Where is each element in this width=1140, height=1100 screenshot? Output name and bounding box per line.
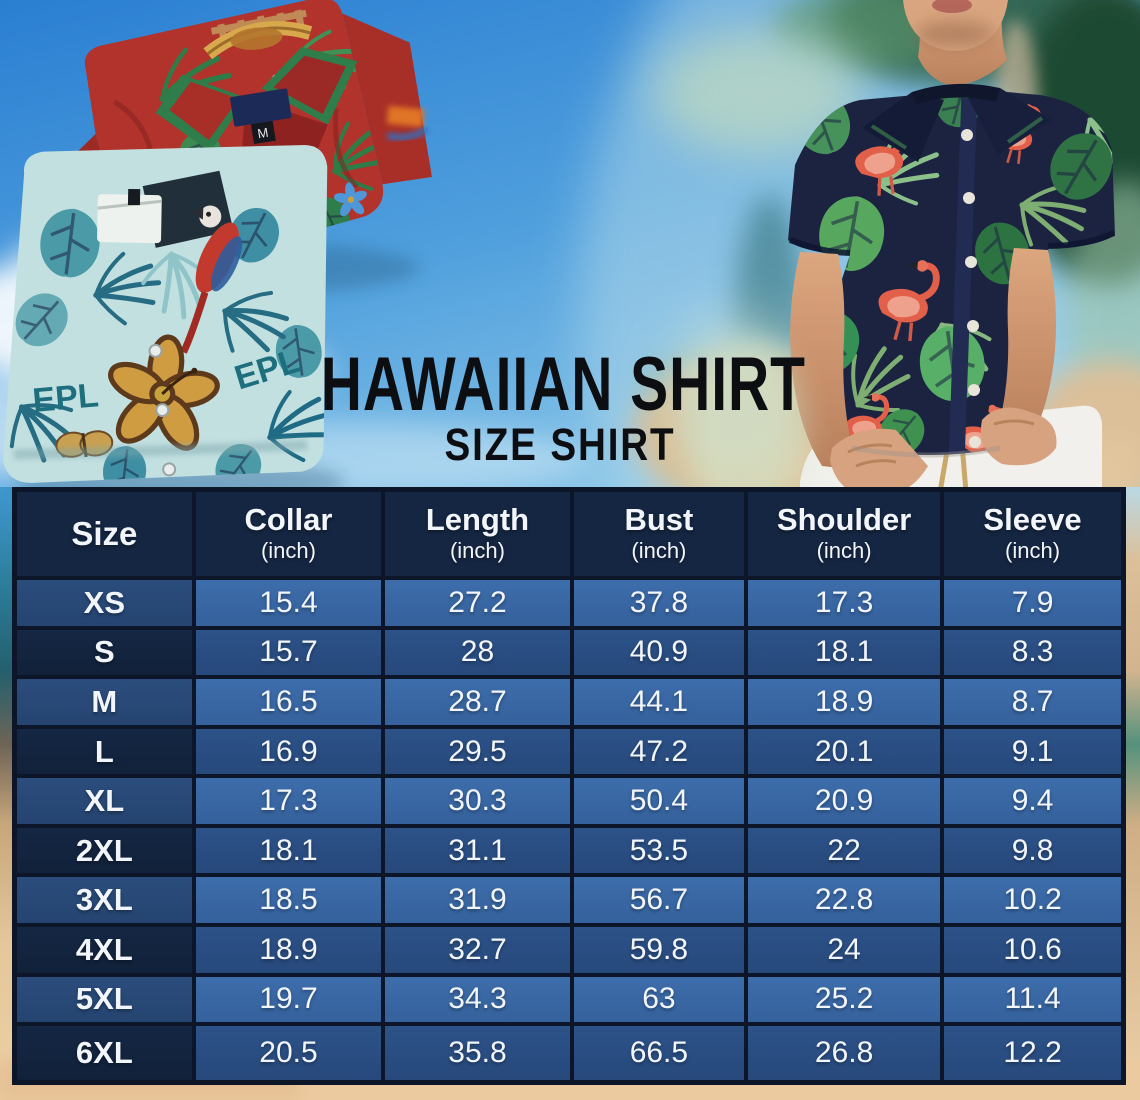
model-lips <box>932 0 972 13</box>
model-arms <box>790 248 1057 499</box>
value-cell-xs-bust: 37.8 <box>573 580 745 626</box>
value-cell-3xl-shoulder: 22.8 <box>748 877 941 924</box>
value-cell-6xl-shoulder: 26.8 <box>748 1026 941 1080</box>
value-cell-m-bust: 44.1 <box>573 679 745 725</box>
value-cell-2xl-length: 31.1 <box>385 827 570 874</box>
value-cell-2xl-sleeve: 9.8 <box>944 827 1121 874</box>
size-cell-l: L <box>17 728 192 775</box>
value-cell-3xl-length: 31.9 <box>385 877 570 924</box>
value-cell-s-collar: 15.7 <box>195 629 382 676</box>
pattern-text: EPL <box>31 376 100 420</box>
value-cell-xl-sleeve: 9.4 <box>944 778 1121 824</box>
value-cell-l-sleeve: 9.1 <box>944 728 1121 775</box>
size-chart-table: Size Collar (inch) Length (inch) Bust (inch) Sh… <box>12 487 1126 1085</box>
value-cell-3xl-collar: 18.5 <box>195 877 382 924</box>
parrot-print <box>180 205 243 354</box>
value-cell-4xl-collar: 18.9 <box>195 927 382 973</box>
column-header-shoulder: Shoulder (inch) <box>748 492 941 576</box>
value-cell-xs-shoulder: 17.3 <box>748 580 941 626</box>
size-cell-xs: XS <box>17 580 192 626</box>
value-cell-xs-sleeve: 7.9 <box>944 580 1121 626</box>
value-cell-3xl-sleeve: 10.2 <box>944 877 1121 924</box>
hibiscus-print <box>98 330 227 459</box>
value-cell-s-sleeve: 8.3 <box>944 629 1121 676</box>
column-header-collar: Collar (inch) <box>195 492 382 576</box>
value-cell-6xl-length: 35.8 <box>385 1026 570 1080</box>
size-cell-3xl: 3XL <box>17 877 192 924</box>
column-header-sleeve: Sleeve (inch) <box>944 492 1121 576</box>
button-placket <box>948 97 978 456</box>
shirt-buttons <box>148 343 177 477</box>
shirt-buttons <box>961 129 981 448</box>
value-cell-s-length: 28 <box>385 629 570 676</box>
value-cell-4xl-bust: 59.8 <box>573 927 745 973</box>
right-hand-in-pocket <box>830 428 928 499</box>
value-cell-4xl-shoulder: 24 <box>748 927 941 973</box>
column-header-size: Size <box>17 492 192 576</box>
value-cell-2xl-shoulder: 22 <box>748 827 941 874</box>
size-cell-4xl: 4XL <box>17 927 192 973</box>
value-cell-m-collar: 16.5 <box>195 679 382 725</box>
value-cell-xs-length: 27.2 <box>385 580 570 626</box>
value-cell-m-sleeve: 8.7 <box>944 679 1121 725</box>
size-cell-m: M <box>17 679 192 725</box>
value-cell-5xl-length: 34.3 <box>385 976 570 1023</box>
value-cell-s-shoulder: 18.1 <box>748 629 941 676</box>
column-header-length: Length (inch) <box>385 492 570 576</box>
teal-hawaiian-shirt-photo: EPL EPL <box>0 145 378 502</box>
value-cell-4xl-sleeve: 10.6 <box>944 927 1121 973</box>
value-cell-l-collar: 16.9 <box>195 728 382 775</box>
value-cell-2xl-collar: 18.1 <box>195 827 382 874</box>
value-cell-m-shoulder: 18.9 <box>748 679 941 725</box>
value-cell-6xl-bust: 66.5 <box>573 1026 745 1080</box>
value-cell-xl-bust: 50.4 <box>573 778 745 824</box>
value-cell-m-length: 28.7 <box>385 679 570 725</box>
size-cell-5xl: 5XL <box>17 976 192 1023</box>
size-tag-text: M <box>256 125 269 142</box>
size-cell-2xl: 2XL <box>17 827 192 874</box>
value-cell-5xl-collar: 19.7 <box>195 976 382 1023</box>
value-cell-2xl-bust: 53.5 <box>573 827 745 874</box>
neck-label <box>230 88 292 127</box>
value-cell-xl-length: 30.3 <box>385 778 570 824</box>
size-cell-xl: XL <box>17 778 192 824</box>
value-cell-5xl-sleeve: 11.4 <box>944 976 1121 1023</box>
value-cell-s-bust: 40.9 <box>573 629 745 676</box>
size-cell-6xl: 6XL <box>17 1026 192 1080</box>
gold-label-print <box>203 9 313 60</box>
value-cell-xl-collar: 17.3 <box>195 778 382 824</box>
value-cell-xl-shoulder: 20.9 <box>748 778 941 824</box>
value-cell-l-shoulder: 20.1 <box>748 728 941 775</box>
flamingo-shirt-pattern <box>788 88 1115 456</box>
value-cell-5xl-bust: 63 <box>573 976 745 1023</box>
value-cell-xs-collar: 15.4 <box>195 580 382 626</box>
value-cell-6xl-collar: 20.5 <box>195 1026 382 1080</box>
shirt-collar <box>862 83 1052 162</box>
value-cell-3xl-bust: 56.7 <box>573 877 745 924</box>
value-cell-l-bust: 47.2 <box>573 728 745 775</box>
value-cell-5xl-shoulder: 25.2 <box>748 976 941 1023</box>
column-header-bust: Bust (inch) <box>573 492 745 576</box>
value-cell-6xl-sleeve: 12.2 <box>944 1026 1121 1080</box>
value-cell-l-length: 29.5 <box>385 728 570 775</box>
model-wearing-flamingo-shirt <box>788 0 1116 500</box>
value-cell-4xl-length: 32.7 <box>385 927 570 973</box>
size-cell-s: S <box>17 629 192 676</box>
